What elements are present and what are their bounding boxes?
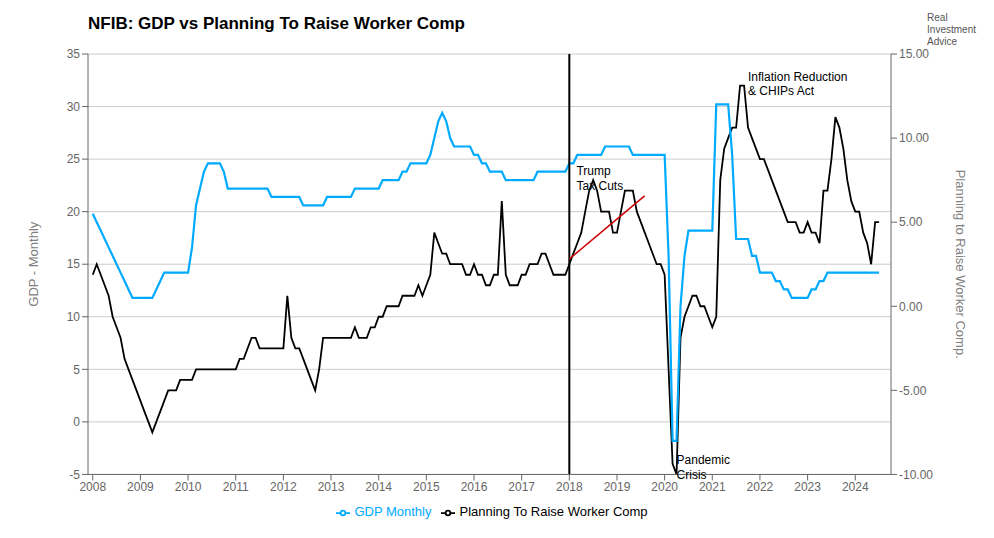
svg-text:-5: -5 (69, 468, 80, 482)
svg-text:TrumpTax Cuts: TrumpTax Cuts (576, 164, 623, 192)
svg-text:2012: 2012 (270, 480, 297, 494)
svg-text:30: 30 (67, 100, 81, 114)
svg-text:2013: 2013 (318, 480, 345, 494)
svg-text:2016: 2016 (461, 480, 488, 494)
svg-text:2009: 2009 (127, 480, 154, 494)
svg-text:-5.00: -5.00 (899, 384, 927, 398)
svg-text:15: 15 (67, 257, 81, 271)
svg-text:GDP - Monthly: GDP - Monthly (26, 221, 41, 307)
svg-text:2024: 2024 (842, 480, 869, 494)
svg-text:2020: 2020 (651, 480, 678, 494)
svg-text:-10.00: -10.00 (899, 468, 933, 482)
svg-text:20: 20 (67, 205, 81, 219)
svg-text:5: 5 (73, 363, 80, 377)
svg-text:2011: 2011 (223, 480, 249, 494)
html-text:Planning To Raise Worker Comp: Planning To Raise Worker Comp (459, 504, 648, 520)
html-text:GDP Monthly: GDP Monthly (354, 504, 432, 520)
svg-text:0.00: 0.00 (899, 300, 923, 314)
svg-text:2014: 2014 (365, 480, 392, 494)
html-text:Real Investment Advice: Real Investment Advice (927, 12, 976, 47)
svg-text:10.00: 10.00 (899, 131, 929, 145)
svg-text:2019: 2019 (604, 480, 631, 494)
svg-text:2022: 2022 (747, 480, 774, 494)
svg-text:2021: 2021 (699, 480, 726, 494)
svg-text:35: 35 (67, 47, 81, 61)
svg-text:0: 0 (73, 415, 80, 429)
svg-text:PandemicCrisis: PandemicCrisis (677, 453, 730, 481)
svg-text:Inflation Reduction& CHIPs Act: Inflation Reduction& CHIPs Act (748, 70, 847, 98)
html-text:NFIB: GDP vs Planning To Raise: NFIB: GDP vs Planning To Raise Worker Co… (88, 14, 465, 33)
svg-text:2017: 2017 (508, 480, 535, 494)
svg-text:25: 25 (67, 152, 81, 166)
svg-text:10: 10 (67, 310, 81, 324)
svg-text:5.00: 5.00 (899, 215, 923, 229)
svg-text:2008: 2008 (79, 480, 106, 494)
svg-text:2010: 2010 (175, 480, 202, 494)
svg-text:2018: 2018 (556, 480, 583, 494)
svg-text:2023: 2023 (794, 480, 821, 494)
svg-text:15.00: 15.00 (899, 47, 929, 61)
svg-text:2015: 2015 (413, 480, 440, 494)
svg-text:Planning to Raise Worker Comp.: Planning to Raise Worker Comp. (953, 170, 968, 359)
